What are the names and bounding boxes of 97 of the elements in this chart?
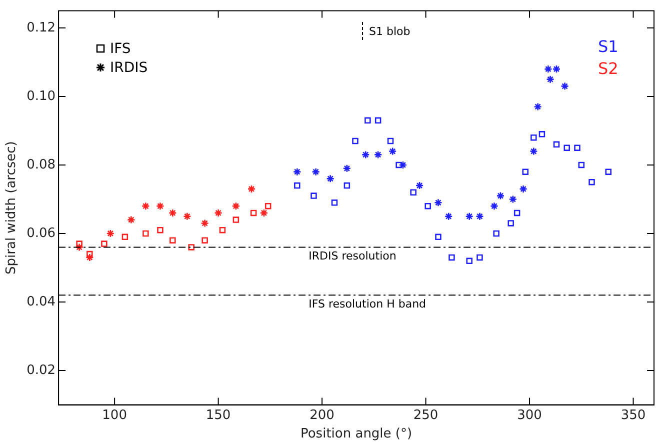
point xyxy=(578,162,585,168)
point xyxy=(465,212,474,221)
x-tick-label: 350 xyxy=(620,408,646,423)
point xyxy=(219,226,226,234)
point xyxy=(101,240,108,247)
point xyxy=(106,229,115,238)
point xyxy=(331,200,338,206)
x-tick-label: 200 xyxy=(310,408,334,423)
point xyxy=(76,240,82,247)
point xyxy=(410,189,416,196)
point xyxy=(496,192,505,200)
point xyxy=(264,202,272,210)
point xyxy=(326,174,334,183)
point xyxy=(214,208,222,218)
point xyxy=(466,258,472,264)
point xyxy=(250,210,257,216)
point xyxy=(530,147,538,156)
point xyxy=(398,160,408,170)
y-tick-label: 0.08 xyxy=(26,157,56,172)
point xyxy=(157,226,164,234)
point xyxy=(434,198,442,207)
point xyxy=(200,219,209,228)
point xyxy=(86,253,94,262)
point xyxy=(476,212,484,221)
point xyxy=(188,244,194,250)
point xyxy=(546,75,554,84)
x-tick-label: 300 xyxy=(517,408,542,423)
point xyxy=(476,254,483,261)
annotation: S2 xyxy=(598,59,618,78)
point xyxy=(553,141,560,148)
point xyxy=(538,131,546,138)
point xyxy=(183,212,192,221)
point xyxy=(514,210,520,216)
point xyxy=(534,102,542,111)
point xyxy=(342,164,352,173)
point xyxy=(424,202,431,210)
point xyxy=(232,216,240,223)
point xyxy=(552,64,561,74)
y-tick-label: 0.12 xyxy=(26,20,56,36)
point xyxy=(493,230,500,237)
point xyxy=(388,147,397,156)
point xyxy=(364,117,371,124)
y-tick-label: 0.06 xyxy=(26,226,56,241)
point xyxy=(396,162,402,168)
ref-line-label: IRDIS resolution xyxy=(308,250,396,263)
y-tick-label: 0.04 xyxy=(26,294,56,310)
point xyxy=(122,234,128,240)
point xyxy=(170,237,176,244)
point xyxy=(415,181,424,190)
point xyxy=(374,117,382,124)
point xyxy=(588,178,595,186)
x-axis-title: Position angle (°) xyxy=(300,426,412,442)
point xyxy=(490,202,498,210)
point xyxy=(86,250,93,258)
point xyxy=(544,64,552,74)
point xyxy=(605,168,612,175)
x-tick-label: 100 xyxy=(102,408,127,423)
point xyxy=(260,208,268,218)
ref-line-label: IFS resolution H band xyxy=(308,298,426,311)
point xyxy=(247,184,256,194)
annotation: S1 blob xyxy=(369,24,410,38)
point xyxy=(374,150,382,159)
point xyxy=(310,192,317,199)
point xyxy=(564,144,570,151)
point xyxy=(508,220,514,226)
point xyxy=(292,168,302,176)
point xyxy=(530,134,537,141)
point xyxy=(361,150,370,159)
point xyxy=(232,202,240,210)
point xyxy=(127,216,136,224)
y-tick-label: 0.02 xyxy=(26,362,56,378)
x-tick-label: 250 xyxy=(413,408,438,423)
point xyxy=(294,182,300,189)
point xyxy=(448,254,455,261)
point xyxy=(168,208,177,218)
annotation: IFS xyxy=(110,41,131,57)
point xyxy=(519,184,528,194)
annotation: S1 xyxy=(598,37,618,56)
point xyxy=(352,138,358,144)
point xyxy=(142,230,149,237)
point xyxy=(444,212,453,221)
point xyxy=(142,202,150,210)
y-tick-label: 0.10 xyxy=(26,88,56,104)
point xyxy=(508,195,518,204)
annotation: IRDIS xyxy=(110,60,148,76)
point xyxy=(312,168,320,176)
point xyxy=(522,168,528,175)
x-tick-label: 150 xyxy=(206,408,231,423)
point xyxy=(75,243,84,252)
point xyxy=(344,182,350,189)
point xyxy=(156,202,164,210)
point xyxy=(574,144,580,151)
point xyxy=(560,82,569,90)
y-axis-title: Spiral width (arcsec) xyxy=(4,141,20,274)
point xyxy=(435,234,442,240)
point xyxy=(387,138,394,144)
point xyxy=(202,237,208,244)
